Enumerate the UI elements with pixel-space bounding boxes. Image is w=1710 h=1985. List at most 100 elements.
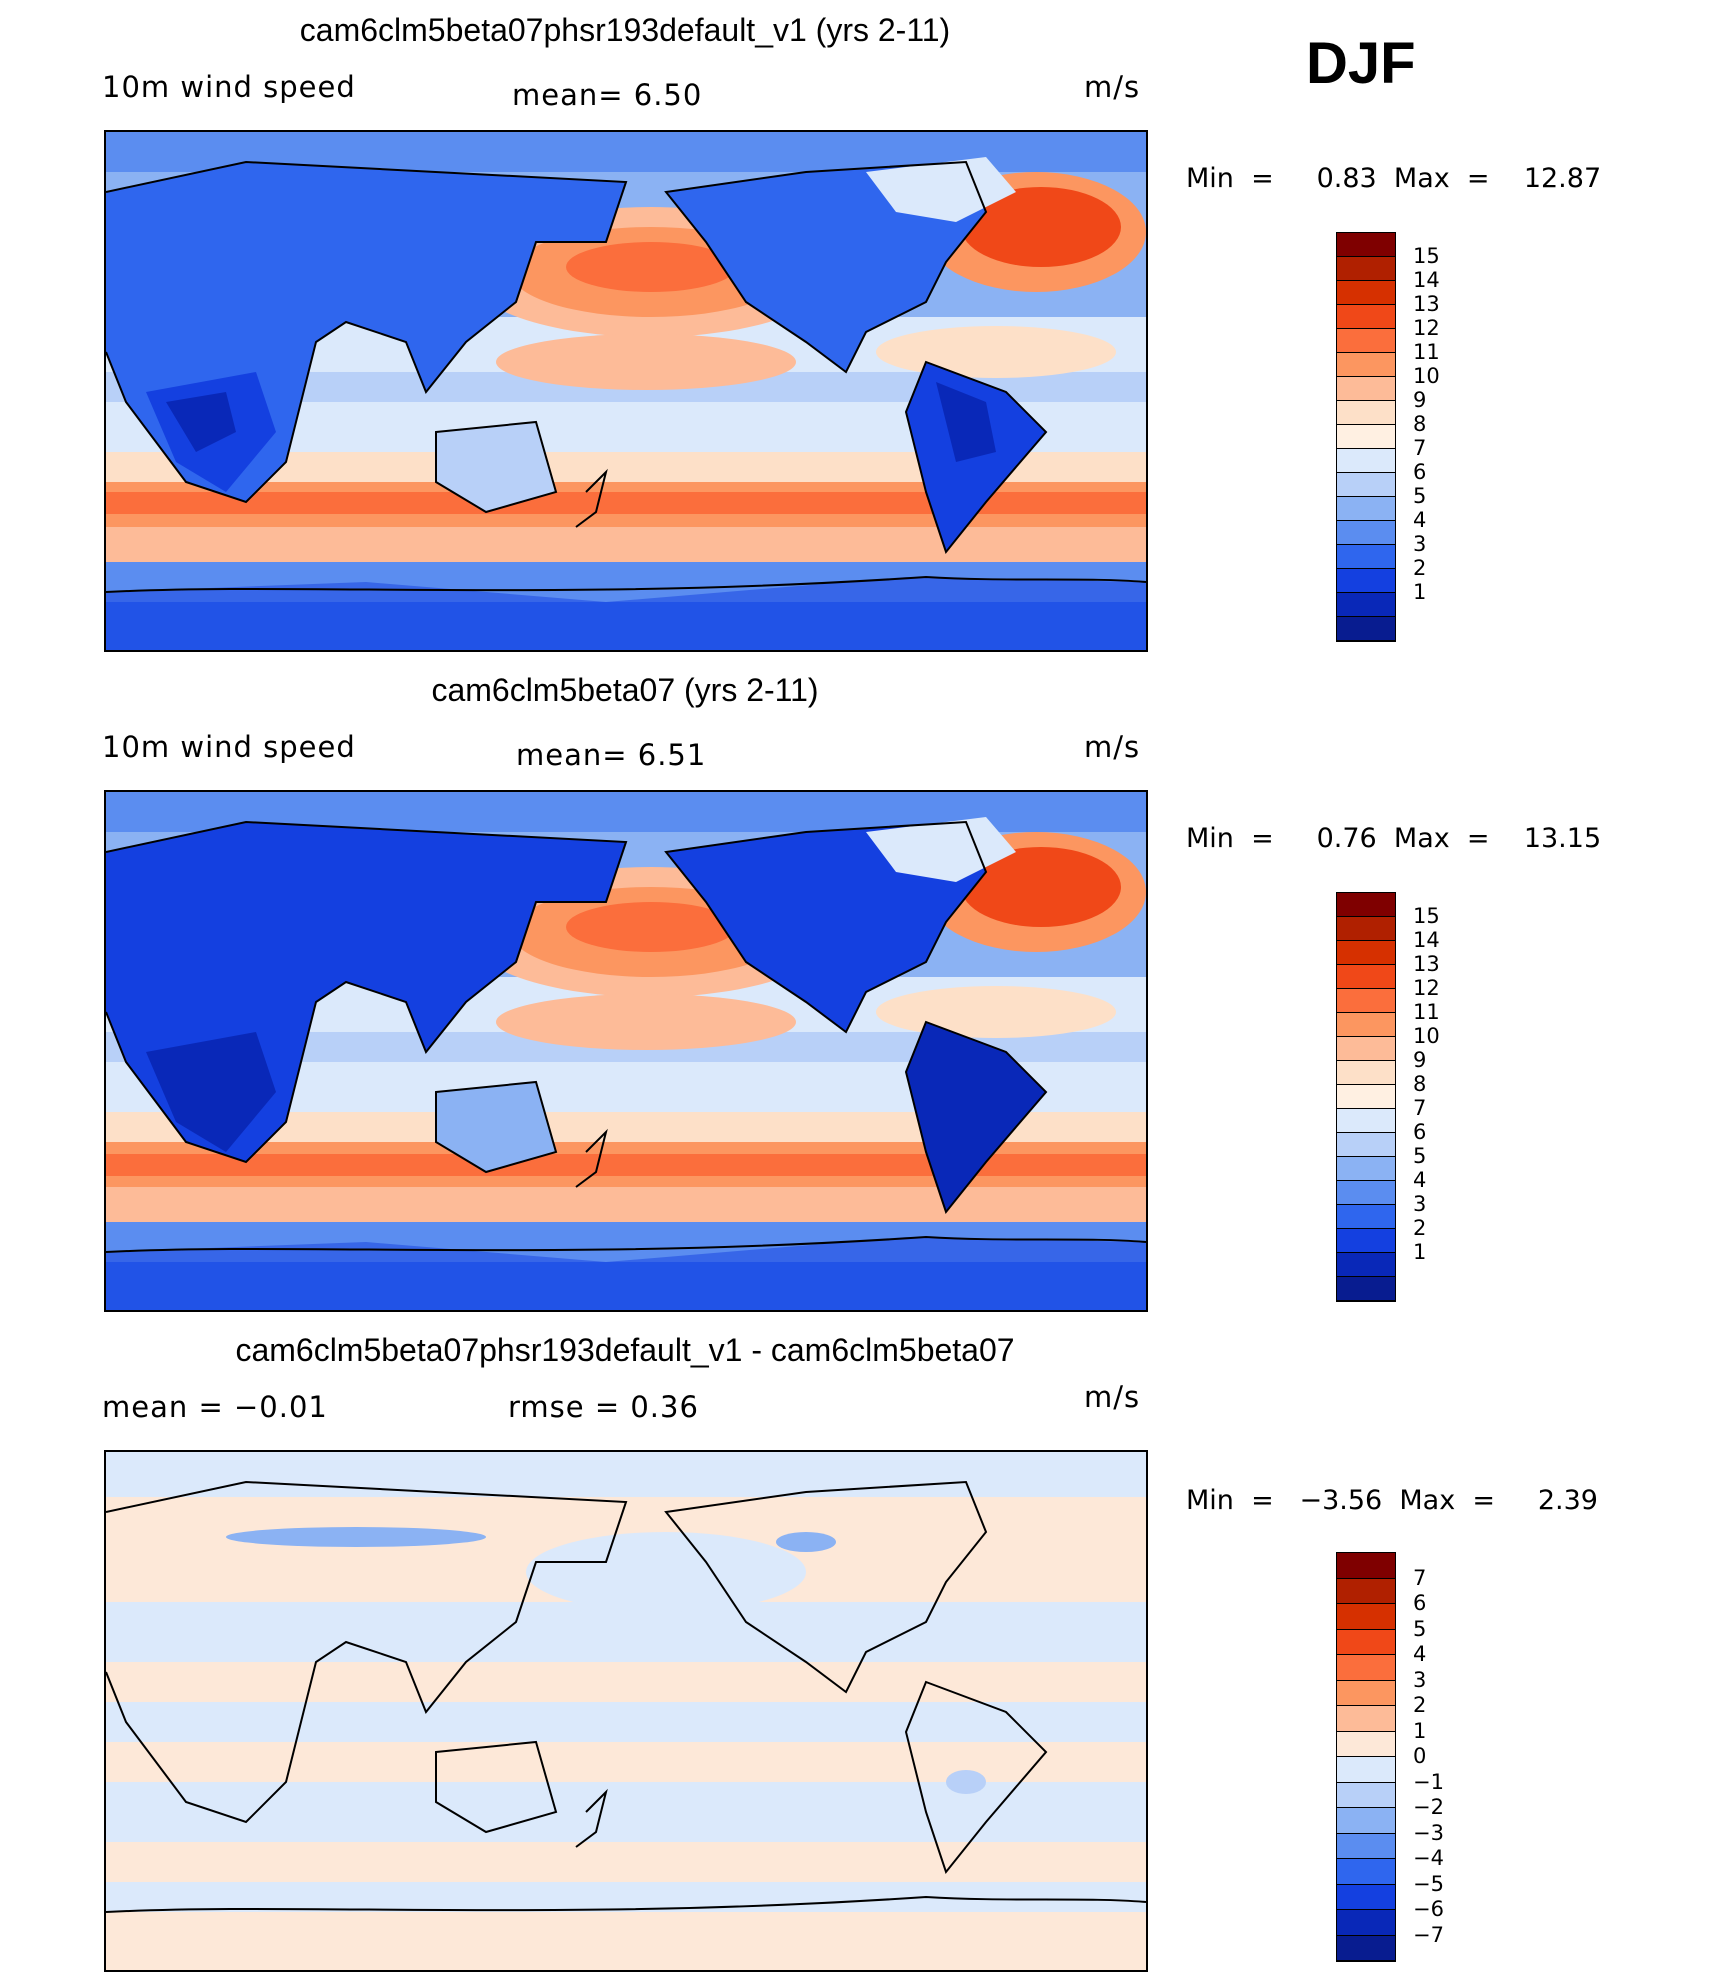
rmse-label: rmse = 0.36 xyxy=(508,1390,699,1424)
colorbar-tick-label: 0 xyxy=(1413,1744,1427,1768)
colorbar-swatch xyxy=(1337,1706,1395,1732)
colorbar-tick-label: 1 xyxy=(1413,1240,1427,1264)
colorbar-swatch xyxy=(1337,593,1395,617)
colorbar-tick-label: 5 xyxy=(1413,1616,1427,1641)
colorbar-swatch xyxy=(1337,1277,1395,1301)
colorbar-swatch xyxy=(1337,1859,1395,1885)
colorbar-tick-label: −5 xyxy=(1413,1871,1444,1896)
mean-label: mean = −0.01 xyxy=(102,1390,328,1424)
colorbar-tick-label: 5 xyxy=(1413,1144,1427,1168)
colorbar-swatch xyxy=(1337,257,1395,281)
colorbar-swatch xyxy=(1337,233,1395,257)
colorbar-swatch xyxy=(1337,281,1395,305)
colorbar-tick-label: 4 xyxy=(1413,1642,1427,1666)
colorbar-tick-label: 13 xyxy=(1413,952,1440,976)
colorbar-swatch xyxy=(1337,353,1395,377)
colorbar-tick-label: 8 xyxy=(1413,1072,1427,1096)
world-map xyxy=(104,1450,1148,1972)
colorbar-tick-label: 15 xyxy=(1413,904,1440,928)
colorbar-swatch xyxy=(1337,893,1395,917)
colorbar-tick-label: 9 xyxy=(1413,388,1427,412)
variable-label: 10m wind speed xyxy=(102,730,356,764)
colorbar-swatch xyxy=(1337,1935,1395,1961)
colorbar-tick-label: 2 xyxy=(1413,556,1427,580)
colorbar-swatch xyxy=(1337,917,1395,941)
panel-title: cam6clm5beta07phsr193default_v1 (yrs 2-1… xyxy=(299,12,951,48)
colorbar-tick-label: 2 xyxy=(1413,1693,1427,1717)
colorbar-tick-label: 3 xyxy=(1413,1192,1427,1216)
colorbar-swatch xyxy=(1337,1253,1395,1277)
colorbar-tick-label: 3 xyxy=(1413,532,1427,556)
colorbar-swatch xyxy=(1337,1133,1395,1157)
colorbar-tick-label: 2 xyxy=(1413,1216,1427,1240)
colorbar-swatch xyxy=(1337,1731,1395,1757)
colorbar-swatch xyxy=(1337,1782,1395,1808)
panel-title: cam6clm5beta07 (yrs 2-11) xyxy=(431,672,819,708)
colorbar-tick-label: 11 xyxy=(1413,340,1440,364)
colorbar-tick-label: 1 xyxy=(1413,580,1427,604)
colorbar-swatch xyxy=(1337,989,1395,1013)
colorbar xyxy=(1336,1552,1396,1962)
colorbar-tick-label: 15 xyxy=(1413,244,1440,268)
colorbar-tick-label: 10 xyxy=(1413,1024,1440,1048)
colorbar-swatch xyxy=(1337,1013,1395,1037)
colorbar-tick-label: 12 xyxy=(1413,976,1440,1000)
colorbar-swatch xyxy=(1337,1910,1395,1936)
colorbar-swatch xyxy=(1337,449,1395,473)
colorbar-swatch xyxy=(1337,1578,1395,1604)
colorbar-swatch xyxy=(1337,1604,1395,1630)
colorbar-tick-label: −1 xyxy=(1413,1769,1444,1794)
colorbar-swatch xyxy=(1337,521,1395,545)
colorbar-tick-label: 1 xyxy=(1413,1718,1427,1743)
colorbar-swatch xyxy=(1337,1205,1395,1229)
colorbar-swatch xyxy=(1337,1833,1395,1859)
colorbar-tick-label: 14 xyxy=(1413,928,1440,952)
colorbar-swatch xyxy=(1337,1757,1395,1783)
mean-label: mean= 6.51 xyxy=(516,738,707,772)
colorbar-tick-label: 6 xyxy=(1413,1591,1427,1615)
colorbar-tick-label: 7 xyxy=(1413,1565,1427,1590)
colorbar-swatch xyxy=(1337,377,1395,401)
world-map xyxy=(104,130,1148,652)
variable-label: 10m wind speed xyxy=(102,70,356,104)
units-label: m/s xyxy=(1084,70,1141,104)
colorbar xyxy=(1336,232,1396,642)
colorbar-tick-label: 8 xyxy=(1413,412,1427,436)
colorbar-tick-label: 7 xyxy=(1413,436,1427,460)
colorbar-swatch xyxy=(1337,545,1395,569)
colorbar-swatch xyxy=(1337,1808,1395,1834)
colorbar-tick-label: 6 xyxy=(1413,460,1427,484)
colorbar xyxy=(1336,892,1396,1302)
colorbar-swatch xyxy=(1337,305,1395,329)
colorbar-swatch xyxy=(1337,1157,1395,1181)
colorbar-tick-label: 6 xyxy=(1413,1120,1427,1144)
colorbar-swatch xyxy=(1337,329,1395,353)
colorbar-swatch xyxy=(1337,1037,1395,1061)
colorbar-swatch xyxy=(1337,1109,1395,1133)
colorbar-tick-label: −7 xyxy=(1413,1922,1444,1947)
colorbar-swatch xyxy=(1337,965,1395,989)
colorbar-tick-label: 12 xyxy=(1413,316,1440,340)
colorbar-swatch xyxy=(1337,569,1395,593)
colorbar-tick-label: 4 xyxy=(1413,508,1427,532)
colorbar-swatch xyxy=(1337,1061,1395,1085)
colorbar-tick-label: 14 xyxy=(1413,268,1440,292)
colorbar-swatch xyxy=(1337,1884,1395,1910)
colorbar-tick-label: 11 xyxy=(1413,1000,1440,1024)
colorbar-swatch xyxy=(1337,1680,1395,1706)
units-label: m/s xyxy=(1084,730,1141,764)
colorbar-tick-label: 4 xyxy=(1413,1168,1427,1192)
colorbar-tick-label: −6 xyxy=(1413,1897,1444,1921)
colorbar-swatch xyxy=(1337,1181,1395,1205)
panel-model-1: cam6clm5beta07phsr193default_v1 (yrs 2-1… xyxy=(0,0,1710,660)
min-max-readout: Min = 0.76 Max = 13.15 xyxy=(1186,823,1602,854)
mean-label: mean= 6.50 xyxy=(512,78,703,112)
colorbar-tick-label: −2 xyxy=(1413,1795,1444,1819)
min-max-readout: Min = 0.83 Max = 12.87 xyxy=(1186,163,1602,194)
panel-difference: cam6clm5beta07phsr193default_v1 - cam6cl… xyxy=(0,1320,1710,1980)
colorbar-swatch xyxy=(1337,941,1395,965)
colorbar-swatch xyxy=(1337,1085,1395,1109)
colorbar-tick-label: 9 xyxy=(1413,1048,1427,1072)
colorbar-swatch xyxy=(1337,401,1395,425)
colorbar-swatch xyxy=(1337,473,1395,497)
